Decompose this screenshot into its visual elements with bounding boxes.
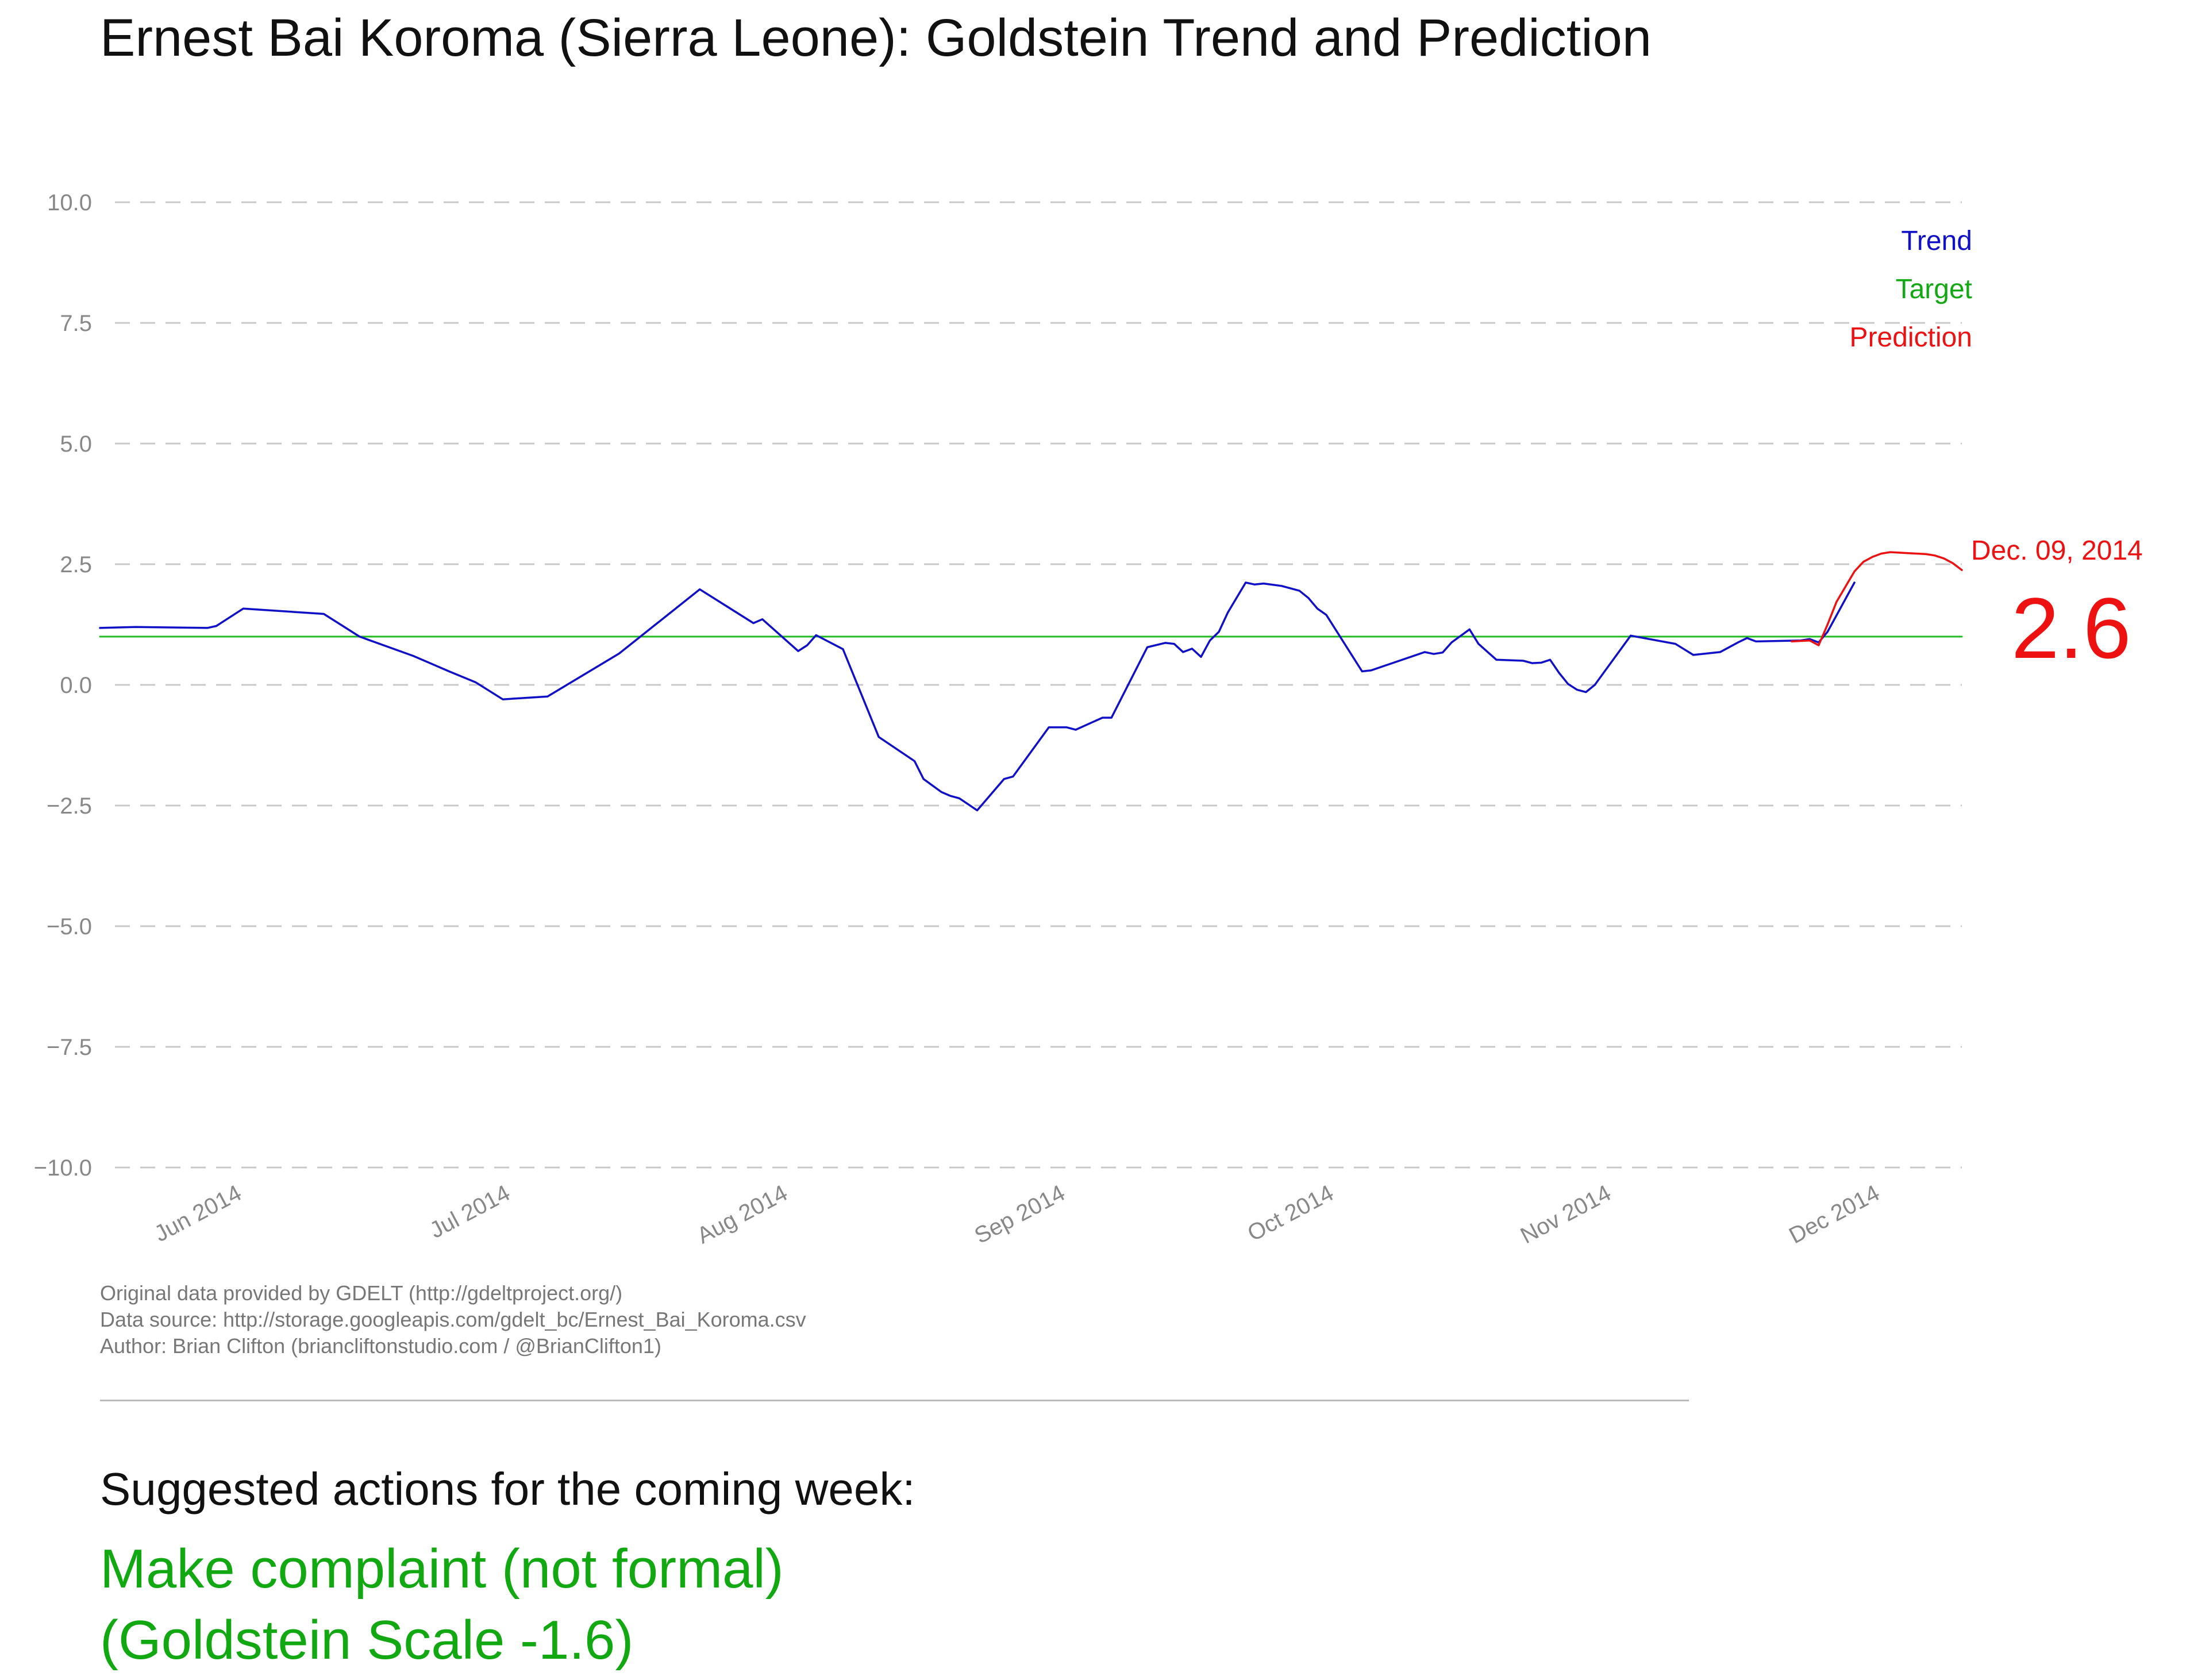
legend-trend: Trend (1901, 226, 1972, 256)
x-tick-label: Sep 2014 (971, 1180, 1069, 1249)
y-tick-label: −5.0 (47, 914, 92, 939)
y-tick-label: 10.0 (47, 190, 92, 215)
x-tick-label: Aug 2014 (693, 1180, 792, 1249)
y-tick-label: 2.5 (60, 552, 92, 577)
credit-line: Original data provided by GDELT (http://… (100, 1281, 623, 1305)
chart-title: Ernest Bai Koroma (Sierra Leone): Goldst… (100, 9, 1652, 67)
series-lines (99, 551, 1963, 812)
legend-target: Target (1896, 274, 1972, 305)
y-axis-ticks: 10.0 7.5 5.0 2.5 0.0 −2.5 −5.0 −7.5 −10.0 (34, 190, 92, 1181)
y-tick-label: −10.0 (34, 1155, 92, 1181)
x-tick-label: Jul 2014 (426, 1180, 514, 1243)
credit-line: Data source: http://storage.googleapis.c… (100, 1308, 806, 1331)
prediction-value-label: 2.6 (2011, 580, 2131, 676)
grid-lines (115, 201, 1962, 1169)
y-tick-label: 5.0 (60, 431, 92, 457)
actions-heading: Suggested actions for the coming week: (100, 1463, 915, 1515)
goldstein-chart: 10.0 7.5 5.0 2.5 0.0 −2.5 −5.0 −7.5 −10.0 Jun 20… (34, 190, 2143, 1249)
suggested-action-scale: (Goldstein Scale -1.6) (100, 1609, 634, 1671)
y-tick-label: −7.5 (47, 1035, 92, 1060)
y-tick-label: 0.0 (60, 673, 92, 698)
suggested-action: Make complaint (not formal) (100, 1538, 784, 1600)
legend-prediction: Prediction (1850, 322, 1972, 353)
x-tick-label: Oct 2014 (1244, 1180, 1338, 1246)
series-line-trend (99, 581, 1856, 812)
x-axis-ticks: Jun 2014 Jul 2014 Aug 2014 Sep 2014 Oct 2014… (150, 1180, 1884, 1249)
legend: Trend Target Prediction (1850, 226, 1972, 353)
x-tick-label: Dec 2014 (1785, 1180, 1884, 1249)
prediction-date-label: Dec. 09, 2014 (1971, 535, 2143, 566)
x-tick-label: Jun 2014 (150, 1180, 245, 1247)
divider (100, 1400, 1689, 1401)
series-line-prediction (1791, 551, 1963, 646)
x-tick-label: Nov 2014 (1516, 1180, 1615, 1249)
credit-line: Author: Brian Clifton (briancliftonstudi… (100, 1334, 661, 1358)
y-tick-label: 7.5 (60, 311, 92, 336)
credits: Original data provided by GDELT (http://… (100, 1280, 806, 1359)
y-tick-label: −2.5 (47, 793, 92, 819)
